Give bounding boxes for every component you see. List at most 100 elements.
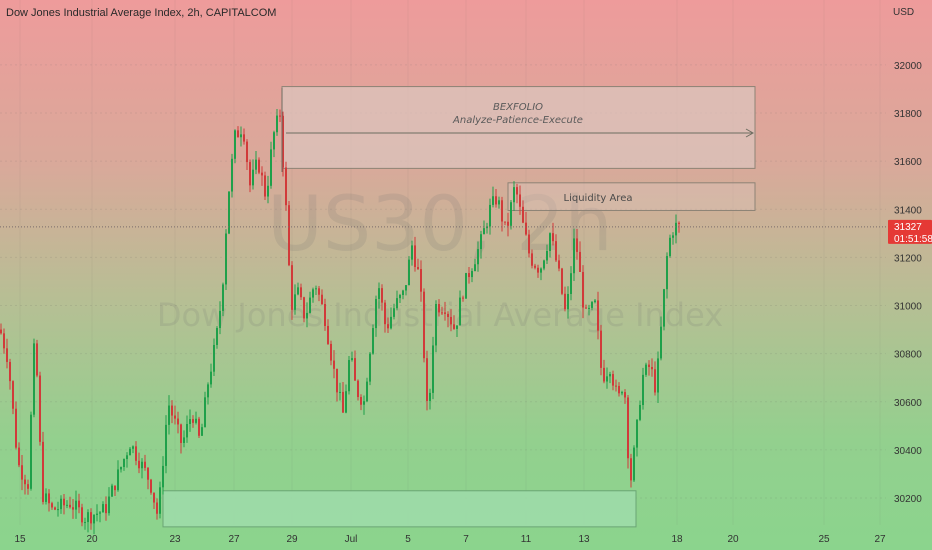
candle-up bbox=[546, 244, 548, 264]
candle-down bbox=[6, 338, 8, 369]
candle-down bbox=[438, 299, 440, 317]
candle-up bbox=[168, 395, 170, 435]
candle-down bbox=[138, 452, 140, 474]
candlestick-series bbox=[0, 108, 680, 535]
y-tick-label: 31800 bbox=[894, 109, 922, 120]
candle-down bbox=[144, 454, 146, 471]
candle-down bbox=[174, 405, 176, 425]
candle-up bbox=[99, 511, 101, 523]
candle-up bbox=[96, 504, 98, 522]
candle-up bbox=[273, 130, 275, 158]
candle-down bbox=[354, 350, 356, 381]
candle-up bbox=[477, 241, 479, 272]
candle-up bbox=[348, 356, 350, 395]
candle-up bbox=[228, 191, 230, 235]
candle-down bbox=[603, 359, 605, 384]
candle-up bbox=[33, 338, 35, 418]
candle-down bbox=[519, 185, 521, 215]
candle-up bbox=[672, 232, 674, 245]
x-tick-label: 7 bbox=[463, 534, 469, 545]
candle-up bbox=[642, 367, 644, 410]
candle-down bbox=[627, 395, 629, 469]
x-tick-label: 18 bbox=[671, 534, 683, 545]
price-tag-countdown: 01:51:58 bbox=[894, 234, 932, 245]
candle-up bbox=[609, 371, 611, 384]
candle-up bbox=[276, 108, 278, 136]
candle-up bbox=[309, 291, 311, 314]
candle-down bbox=[171, 400, 173, 424]
x-tick-label: 27 bbox=[874, 534, 886, 545]
bexfolio-zone bbox=[281, 86, 756, 169]
candle-down bbox=[321, 289, 323, 306]
candle-up bbox=[435, 300, 437, 353]
candle-down bbox=[12, 380, 14, 415]
candle-down bbox=[249, 159, 251, 193]
candle-down bbox=[333, 350, 335, 379]
candle-up bbox=[294, 284, 296, 315]
candle-up bbox=[549, 232, 551, 258]
x-tick-label: 27 bbox=[228, 534, 240, 545]
candle-down bbox=[261, 166, 263, 186]
candle-up bbox=[456, 325, 458, 338]
candle-down bbox=[9, 358, 11, 390]
candle-down bbox=[72, 498, 74, 519]
candle-up bbox=[471, 268, 473, 283]
candle-up bbox=[159, 481, 161, 519]
candle-down bbox=[630, 453, 632, 488]
candle-down bbox=[291, 261, 293, 320]
candle-down bbox=[156, 498, 158, 520]
x-tick-label: 20 bbox=[727, 534, 739, 545]
candle-down bbox=[114, 485, 116, 496]
candle-down bbox=[327, 319, 329, 346]
candle-down bbox=[441, 306, 443, 316]
chart-title: Dow Jones Industrial Average Index, 2h, … bbox=[6, 7, 276, 19]
candle-up bbox=[141, 458, 143, 479]
candle-up bbox=[231, 153, 233, 198]
candle-up bbox=[405, 285, 407, 296]
candle-up bbox=[432, 336, 434, 400]
candle-up bbox=[510, 199, 512, 230]
candle-up bbox=[639, 400, 641, 422]
candle-up bbox=[645, 362, 647, 377]
candle-down bbox=[264, 171, 266, 200]
candle-up bbox=[513, 181, 515, 212]
candle-up bbox=[270, 141, 272, 189]
candle-up bbox=[111, 483, 113, 497]
candle-down bbox=[285, 161, 287, 211]
candle-up bbox=[255, 150, 257, 175]
time-axis[interactable]: 15 20 23 27 29 Jul 5 7 11 13 18 20 25 27 bbox=[14, 534, 886, 545]
candle-up bbox=[315, 285, 317, 295]
candle-up bbox=[390, 307, 392, 330]
candle-down bbox=[198, 416, 200, 438]
candle-down bbox=[453, 315, 455, 330]
candle-down bbox=[288, 201, 290, 267]
candle-down bbox=[63, 494, 65, 515]
candle-up bbox=[129, 446, 131, 456]
candle-up bbox=[186, 415, 188, 443]
candle-down bbox=[576, 228, 578, 260]
candle-up bbox=[411, 240, 413, 266]
x-tick-label: 25 bbox=[818, 534, 830, 545]
candle-down bbox=[555, 234, 557, 262]
candle-down bbox=[618, 382, 620, 397]
candle-down bbox=[330, 340, 332, 366]
candle-up bbox=[240, 126, 242, 147]
candle-down bbox=[579, 241, 581, 273]
price-axis[interactable]: 30200 30400 30600 30800 31000 31200 31400 31600… bbox=[894, 61, 922, 505]
candle-up bbox=[204, 391, 206, 428]
candle-down bbox=[522, 200, 524, 224]
candle-up bbox=[162, 456, 164, 495]
candle-down bbox=[177, 411, 179, 434]
candle-down bbox=[153, 492, 155, 510]
candle-up bbox=[567, 286, 569, 319]
candle-down bbox=[423, 288, 425, 363]
candle-down bbox=[420, 260, 422, 302]
demand-zone bbox=[162, 490, 637, 528]
candle-up bbox=[633, 445, 635, 482]
candle-down bbox=[534, 263, 536, 270]
candle-down bbox=[243, 128, 245, 145]
candle-up bbox=[201, 423, 203, 437]
candle-up bbox=[339, 382, 341, 401]
candle-up bbox=[108, 487, 110, 516]
